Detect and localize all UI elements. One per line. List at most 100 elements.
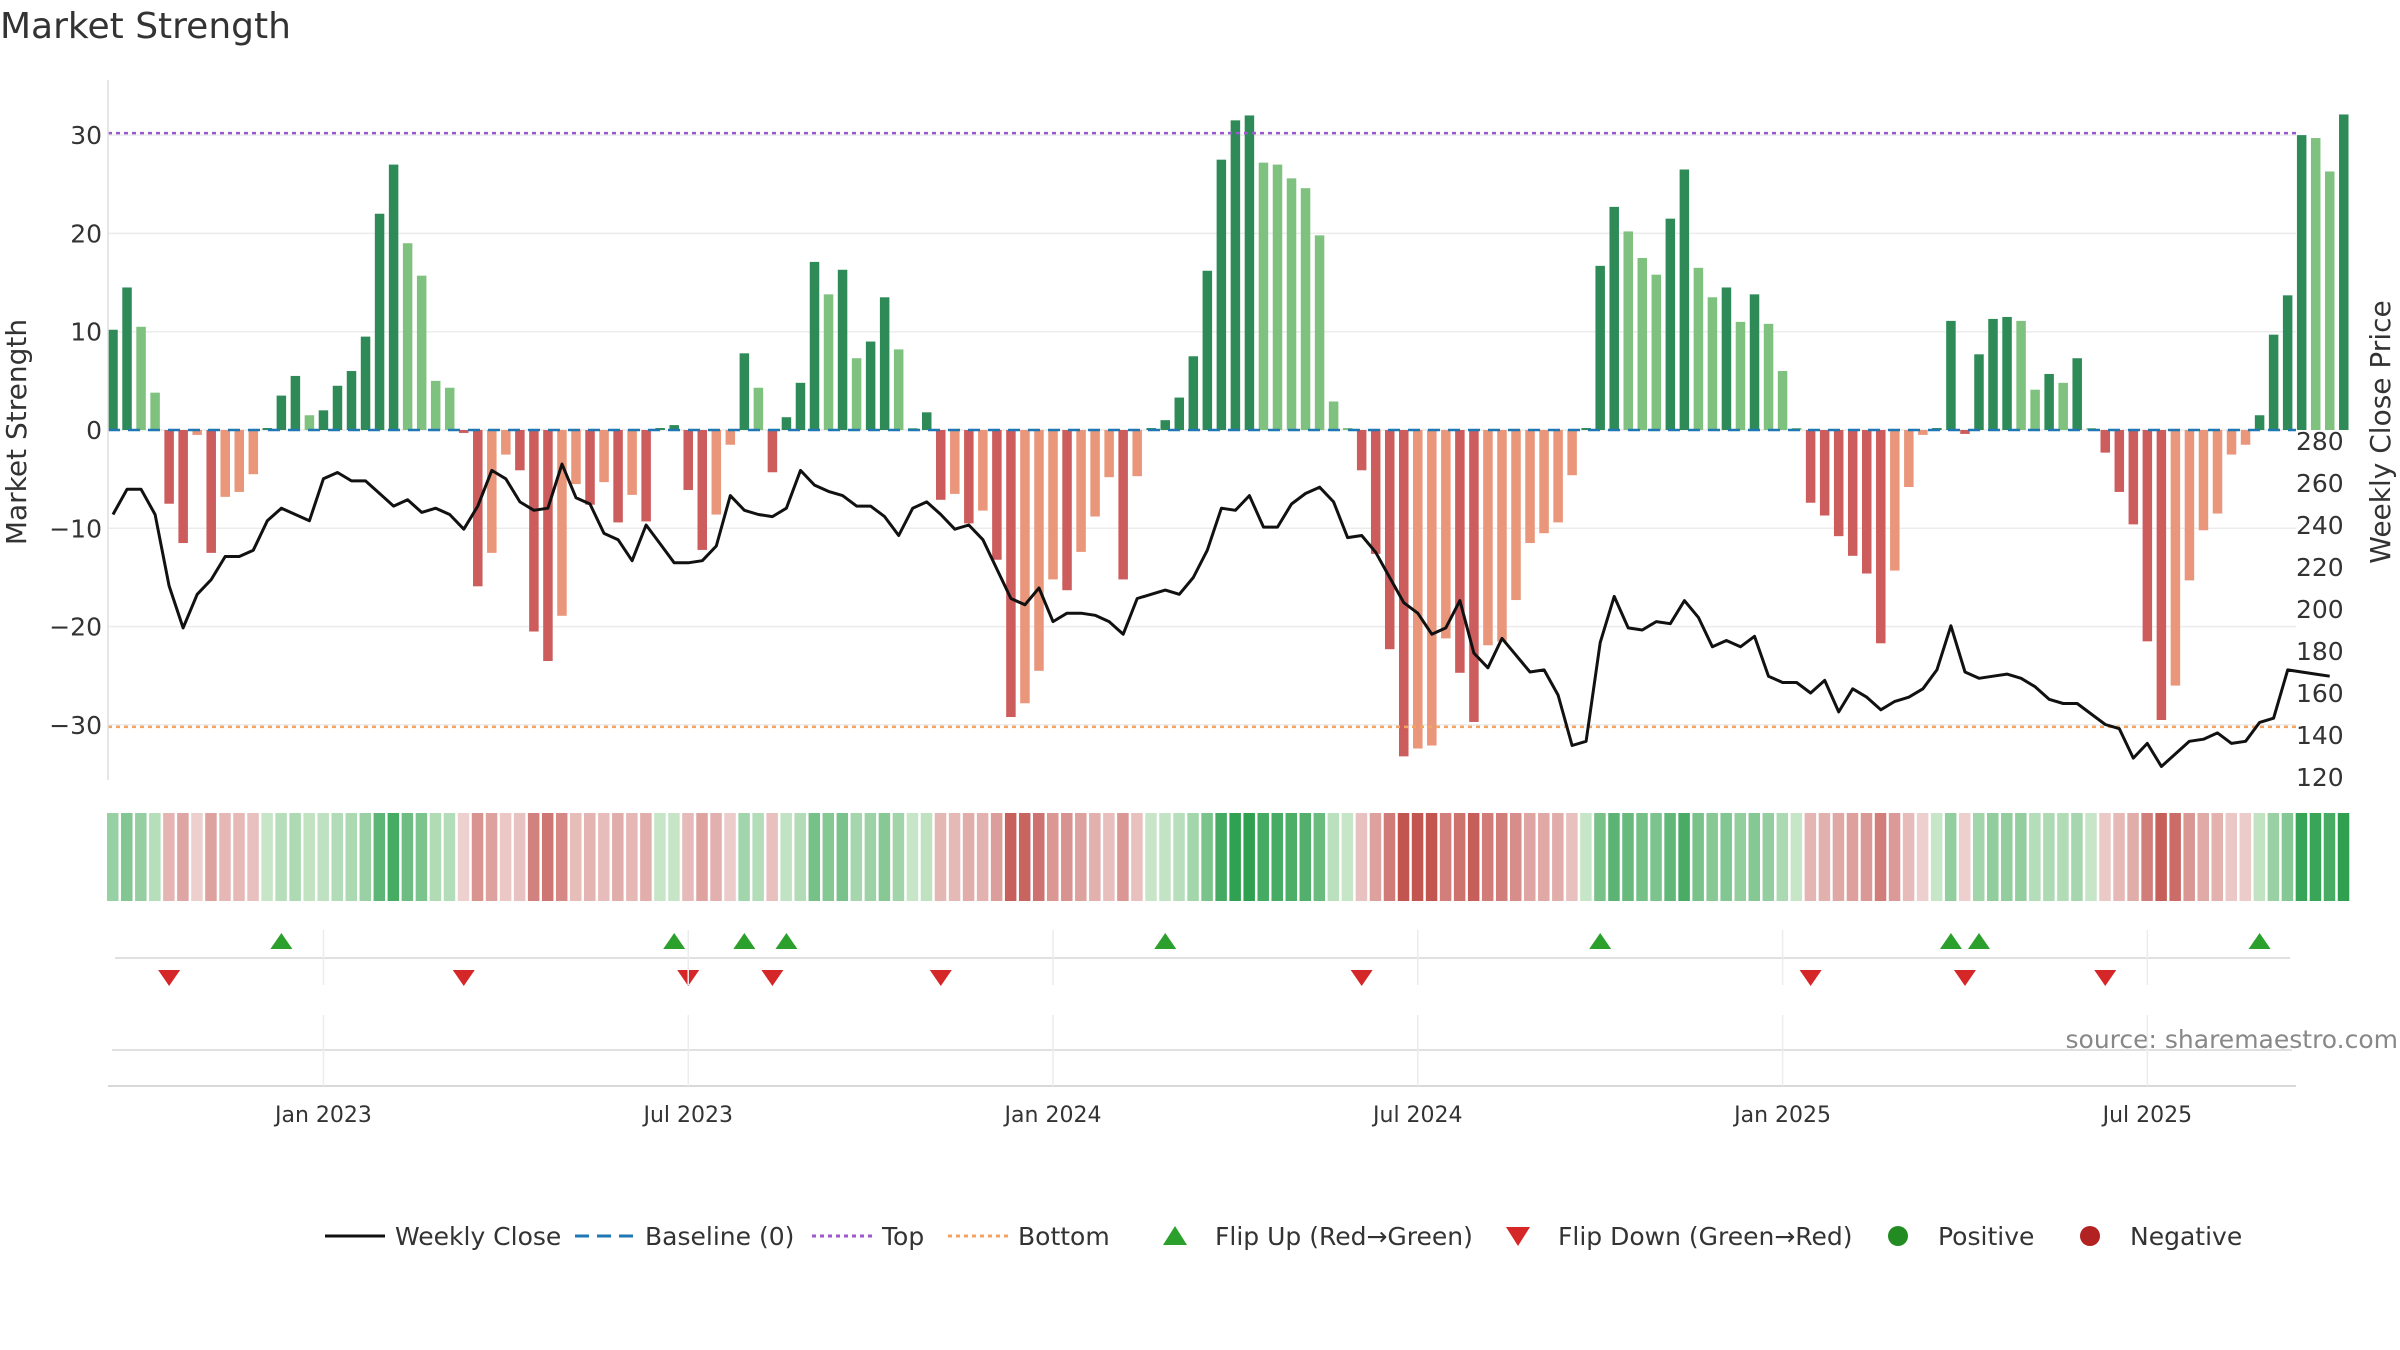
- strength-bar: [1090, 430, 1100, 517]
- strength-bar: [1960, 430, 1970, 434]
- y-right-tick-label: 180: [2296, 637, 2344, 666]
- y-right-tick-label: 120: [2296, 763, 2344, 792]
- heat-strip-cell: [1369, 813, 1382, 901]
- strength-bar: [964, 430, 974, 524]
- strength-bar: [1974, 354, 1984, 430]
- strength-bar: [2114, 430, 2125, 492]
- strength-bar: [2254, 415, 2265, 430]
- strength-bar: [2030, 389, 2040, 430]
- strength-bar: [1132, 430, 1142, 477]
- legend-label: Flip Up (Red→Green): [1215, 1222, 1473, 1251]
- strength-bar: [430, 380, 441, 430]
- strength-bar: [1651, 274, 1662, 430]
- heat-strip-cell: [331, 813, 343, 901]
- strength-bar: [1609, 206, 1619, 430]
- strength-bar: [1230, 120, 1241, 430]
- flip-down-marker: [2094, 970, 2117, 986]
- heat-strip-cell: [598, 813, 610, 901]
- strength-bar: [2339, 114, 2349, 430]
- strength-bar: [2240, 430, 2251, 445]
- heat-strip-cell: [2183, 813, 2195, 901]
- heat-strip-cell: [808, 813, 820, 901]
- heat-strip-cell: [1832, 813, 1845, 901]
- strength-bar: [248, 430, 259, 475]
- strength-bar: [1623, 231, 1633, 430]
- heat-strip-cell: [1004, 813, 1017, 901]
- strength-bar: [1399, 430, 1409, 757]
- flip-down-marker: [158, 970, 181, 986]
- strength-bar: [388, 164, 399, 430]
- chart-title: Market Strength: [0, 6, 291, 47]
- strength-bar: [402, 243, 413, 430]
- strength-bar: [2100, 430, 2111, 453]
- heat-strip-cell: [1720, 813, 1732, 901]
- heat-strip-cell: [1678, 813, 1690, 901]
- flip-up-marker: [1589, 933, 1612, 949]
- heat-strip-cell: [2113, 813, 2125, 901]
- strength-bar: [823, 294, 834, 430]
- heat-strip-cell: [387, 813, 400, 901]
- heat-strip-cell: [1664, 813, 1676, 901]
- heat-strip-cell: [555, 813, 568, 901]
- strength-bar: [444, 387, 455, 430]
- legend-flip-down-swatch: [1506, 1227, 1530, 1246]
- heat-strip-cell: [1524, 813, 1536, 901]
- strength-bar: [1244, 115, 1255, 430]
- heat-strip-cell: [850, 813, 863, 901]
- strength-bar: [318, 410, 329, 430]
- strength-bar: [2016, 320, 2026, 430]
- heat-strip-cell: [1916, 813, 1929, 901]
- strength-bar: [1202, 270, 1213, 430]
- flip-down-marker: [1350, 970, 1373, 986]
- flip-up-marker: [775, 933, 798, 949]
- y-left-tick-label: 0: [86, 416, 102, 445]
- strength-bar: [950, 430, 960, 494]
- heat-strip-cell: [1566, 813, 1578, 901]
- heat-strip-cell: [2281, 813, 2294, 901]
- legend-label: Flip Down (Green→Red): [1558, 1222, 1853, 1251]
- strength-bar: [2226, 430, 2237, 455]
- strength-bar: [206, 430, 216, 553]
- x-axis: Jan 2023 Jul 2023 Jan 2024 Jul 2024 Jan 2025…: [273, 930, 2192, 1128]
- heat-strip-cell: [163, 813, 175, 901]
- heat-strip-cell: [654, 813, 666, 901]
- strength-bar: [2268, 334, 2279, 430]
- strength-bar: [1567, 430, 1577, 476]
- strength-bar: [1819, 430, 1830, 516]
- strength-bar: [1511, 430, 1521, 601]
- strength-bar: [557, 430, 567, 616]
- heat-strip-cell: [766, 813, 778, 901]
- strength-bar: [683, 430, 693, 490]
- heat-strip-cell: [1201, 813, 1213, 901]
- y-left-tick-label: −10: [49, 514, 102, 543]
- y-left-tick-label: 30: [70, 121, 102, 150]
- strength-bar: [613, 430, 623, 523]
- strength-bar: [192, 430, 202, 435]
- strength-bar: [2128, 430, 2139, 525]
- heat-strip-cell: [177, 813, 189, 901]
- heat-strip-cell: [696, 813, 708, 901]
- strength-bar: [641, 430, 651, 522]
- heat-strip-cell: [317, 813, 329, 901]
- lower-empty-panel: [108, 1049, 2296, 1087]
- strength-bar: [1272, 164, 1283, 430]
- heat-strip-cell: [1902, 813, 1915, 901]
- legend-label: Positive: [1938, 1222, 2034, 1251]
- strength-bar: [936, 430, 946, 500]
- heat-strip-cell: [107, 813, 119, 901]
- strength-bar: [1455, 430, 1465, 673]
- heat-strip-cell: [1271, 813, 1283, 901]
- strength-bar: [346, 371, 357, 430]
- heat-strip-cell: [1257, 813, 1269, 901]
- heat-strip-cell: [303, 813, 315, 901]
- heat-strip-cell: [2337, 813, 2350, 901]
- heat-strip-cell: [2197, 813, 2209, 901]
- heat-strip-cell: [2295, 813, 2308, 901]
- heat-strip-cell: [962, 813, 975, 901]
- strength-bar: [1665, 218, 1676, 430]
- strength-bar: [1946, 320, 1956, 430]
- heat-strip-cell: [2099, 813, 2111, 901]
- strength-bar: [1707, 297, 1718, 430]
- x-tick-label: Jul 2024: [1371, 1103, 1463, 1128]
- strength-bar: [529, 430, 539, 632]
